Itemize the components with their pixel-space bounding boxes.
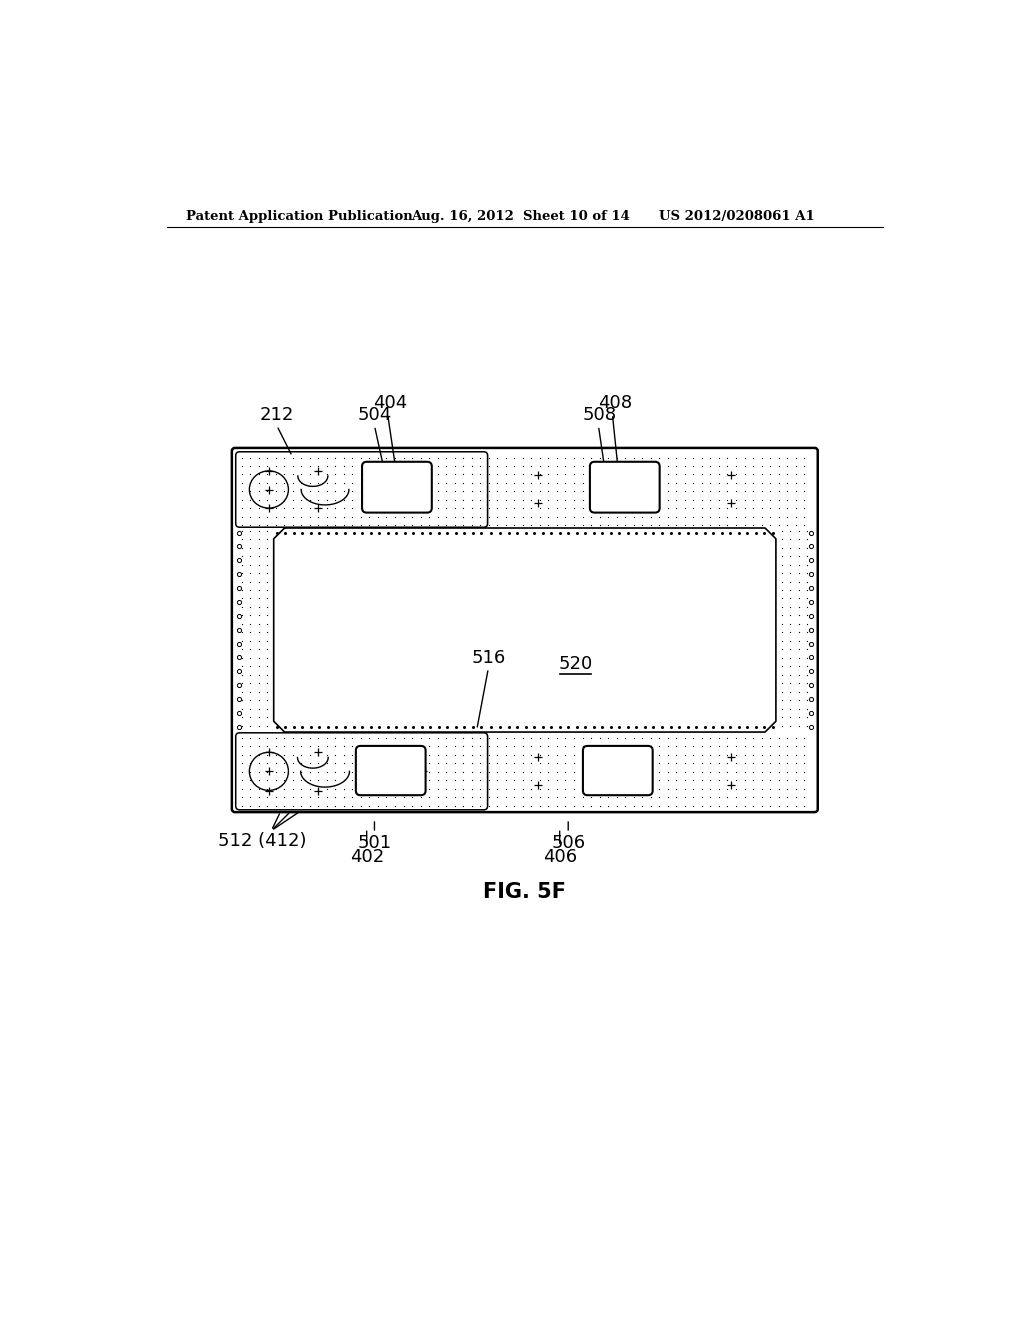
FancyBboxPatch shape bbox=[583, 746, 652, 795]
Text: 402: 402 bbox=[349, 847, 384, 866]
Text: 501: 501 bbox=[357, 834, 391, 853]
Text: 408: 408 bbox=[598, 395, 632, 412]
FancyBboxPatch shape bbox=[356, 746, 426, 795]
Text: FIG. 5F: FIG. 5F bbox=[483, 882, 566, 902]
Text: 504: 504 bbox=[357, 407, 391, 424]
FancyBboxPatch shape bbox=[231, 447, 818, 812]
Text: 508: 508 bbox=[582, 407, 616, 424]
Text: 512 (412): 512 (412) bbox=[218, 832, 306, 850]
Text: 404: 404 bbox=[373, 395, 408, 412]
FancyBboxPatch shape bbox=[362, 462, 432, 512]
Text: Sheet 10 of 14: Sheet 10 of 14 bbox=[523, 210, 630, 223]
Text: 516: 516 bbox=[471, 648, 506, 667]
Text: Aug. 16, 2012: Aug. 16, 2012 bbox=[411, 210, 514, 223]
Text: 520: 520 bbox=[559, 655, 593, 673]
FancyBboxPatch shape bbox=[590, 462, 659, 512]
Text: US 2012/0208061 A1: US 2012/0208061 A1 bbox=[658, 210, 815, 223]
Text: 406: 406 bbox=[543, 847, 577, 866]
Text: 506: 506 bbox=[551, 834, 586, 853]
Text: 212: 212 bbox=[260, 407, 294, 424]
Text: Patent Application Publication: Patent Application Publication bbox=[186, 210, 413, 223]
